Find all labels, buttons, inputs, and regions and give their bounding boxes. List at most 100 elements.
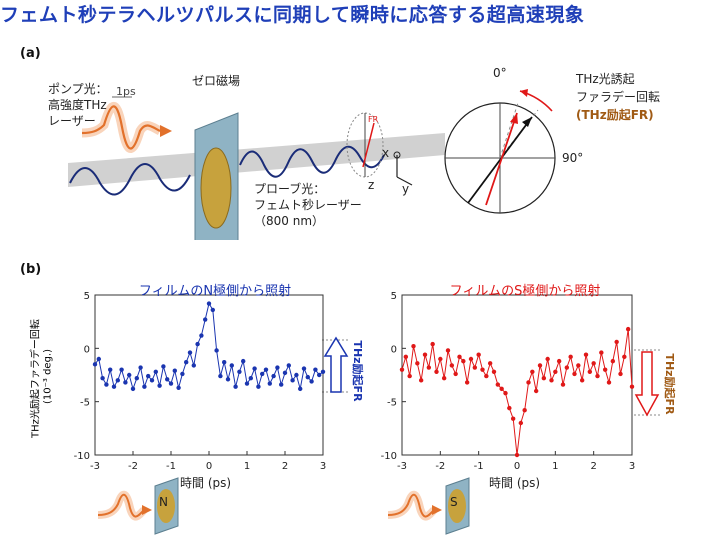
right-data-point — [549, 378, 554, 383]
right-data-point — [468, 356, 474, 362]
right-xtick-label: 2 — [590, 461, 596, 472]
right-ytick-label: 5 — [391, 291, 397, 302]
right-pump-head — [432, 505, 442, 515]
left-data-point — [96, 356, 102, 362]
right-data-point — [576, 363, 581, 368]
left-ytick-label: 0 — [84, 344, 90, 355]
left-data-point — [206, 301, 212, 306]
left-xtick-label: 3 — [320, 461, 326, 472]
right-data-point — [487, 361, 493, 366]
left-data-point — [256, 384, 261, 389]
left-ytick-label: -5 — [80, 398, 90, 409]
left-data-point — [298, 386, 303, 392]
left-fr-label: THz励起FR — [351, 340, 364, 402]
right-data-point — [426, 365, 432, 370]
right-data-point — [522, 408, 527, 413]
left-data-point — [320, 369, 326, 374]
right-sample-film — [448, 489, 466, 523]
left-data-point — [161, 364, 166, 369]
probe-label-1: プローブ光： — [254, 182, 326, 196]
right-xtick-label: 1 — [552, 461, 558, 472]
left-data-point — [168, 381, 174, 386]
right-data-point — [579, 378, 585, 383]
pump-label-3: レーザー — [48, 114, 96, 128]
right-pump-pulse — [387, 493, 435, 518]
left-data-point — [172, 368, 177, 373]
left-data-point — [214, 348, 219, 353]
chart-left-title: フィルムのN極側から照射 — [138, 284, 292, 299]
panel-b-charts: 50-5-10-3 -2 -1 0 1 2 350-5-10-3 -2 -1 0 1 2 3 — [74, 291, 660, 535]
left-data-point — [130, 386, 136, 392]
pulse-width-label: 1ps — [116, 85, 136, 98]
axis-z-label: z — [368, 178, 375, 192]
right-data-point — [537, 363, 543, 368]
right-data-point — [514, 452, 520, 458]
right-sample-letter: S — [450, 495, 458, 509]
right-data-point — [422, 352, 428, 357]
right-ytick-label: -5 — [387, 398, 397, 409]
left-xtick-label: -1 — [166, 461, 176, 472]
left-data-point — [187, 350, 193, 355]
left-xtick-label: 1 — [244, 461, 250, 472]
left-data-point — [282, 370, 288, 376]
left-data-point — [279, 382, 284, 387]
chart-right-xlabel: 時間 (ps) — [489, 476, 541, 490]
right-data-point — [464, 380, 470, 385]
chart-right-title: フィルムのS極側から照射 — [449, 284, 601, 299]
right-data-point — [518, 420, 524, 426]
left-data-point — [263, 367, 269, 372]
left-pump-pulse — [97, 493, 145, 518]
right-data-point — [434, 369, 439, 374]
mini-fr-label: FR — [368, 115, 379, 124]
left-data-point — [127, 372, 132, 378]
right-data-point — [403, 354, 409, 360]
right-data-point — [614, 339, 619, 345]
left-xtick-label: 2 — [282, 461, 288, 472]
left-data-point — [244, 381, 250, 386]
polar-black-head — [522, 117, 532, 127]
left-data-point — [108, 367, 113, 372]
right-data-point — [418, 378, 424, 383]
right-ytick-label: -10 — [381, 451, 397, 462]
polar-0-label: 0° — [493, 66, 507, 80]
right-ytick-label: 0 — [391, 344, 397, 355]
left-data-point — [149, 378, 155, 383]
pump-pulse — [81, 105, 161, 150]
left-data-point — [100, 376, 105, 381]
left-data-point — [134, 376, 139, 381]
right-data-point — [445, 348, 451, 353]
left-data-point — [104, 382, 109, 387]
axis-x-dot — [393, 151, 401, 159]
left-data-point — [222, 360, 227, 365]
right-data-point — [461, 358, 466, 364]
right-data-point — [606, 380, 612, 385]
right-data-point — [599, 350, 604, 355]
left-data-point — [309, 379, 314, 384]
left-data-point — [260, 371, 265, 377]
left-xtick-label: -2 — [128, 461, 138, 472]
rotation-arc-head — [520, 89, 528, 97]
fr-label-2: ファラデー回転 — [576, 90, 661, 104]
right-data-point — [476, 352, 481, 357]
right-data-point — [545, 356, 550, 362]
right-data-point — [526, 380, 531, 385]
right-data-point — [438, 356, 443, 362]
fr-label-1: THz光誘起 — [576, 72, 635, 86]
left-data-point — [290, 378, 295, 383]
right-series-line — [401, 329, 633, 456]
left-data-point — [225, 377, 231, 382]
probe-label-3: （800 nm） — [254, 214, 325, 228]
sample-film — [200, 147, 232, 229]
right-xtick-label: -2 — [435, 461, 445, 472]
left-data-point — [248, 376, 253, 381]
axis-x-label: x — [382, 146, 390, 160]
right-data-point — [530, 369, 535, 374]
right-fr-label: THz励起FR — [663, 353, 676, 415]
left-data-point — [119, 367, 124, 372]
left-data-point — [184, 360, 189, 365]
right-data-point — [415, 361, 420, 366]
left-ytick-label: 5 — [84, 291, 90, 302]
left-data-point — [301, 366, 307, 371]
left-data-point — [142, 384, 147, 389]
panel-a-diagram — [68, 89, 556, 240]
